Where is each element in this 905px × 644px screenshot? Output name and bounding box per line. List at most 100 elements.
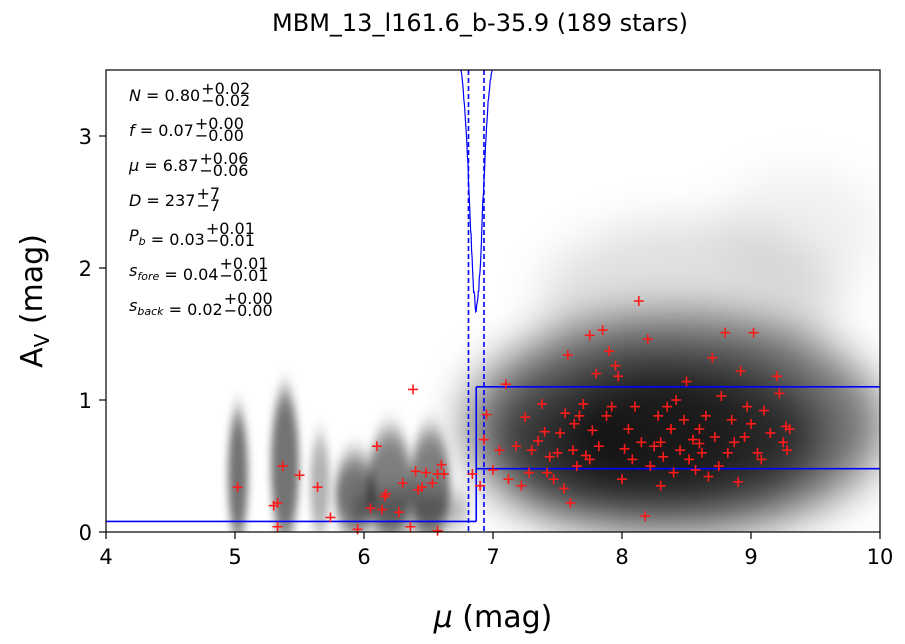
star-marker bbox=[653, 410, 664, 421]
star-marker bbox=[633, 296, 644, 306]
star-marker bbox=[645, 461, 656, 471]
param-6-plus: +0.00 bbox=[224, 289, 273, 308]
star-marker bbox=[410, 466, 421, 477]
star-marker bbox=[587, 425, 598, 436]
star-marker bbox=[537, 398, 548, 409]
star-marker bbox=[774, 388, 785, 399]
star-marker bbox=[511, 441, 522, 452]
background-density bbox=[465, 170, 880, 532]
star-marker bbox=[558, 483, 569, 494]
param-6-minus: −0.00 bbox=[224, 301, 273, 320]
x-tick-label: 6 bbox=[357, 545, 370, 569]
star-marker bbox=[606, 401, 617, 412]
star-marker bbox=[584, 330, 595, 341]
y-axis: 0 1 2 3 bbox=[79, 125, 106, 545]
star-marker bbox=[475, 480, 486, 491]
star-marker bbox=[503, 474, 514, 485]
x-axis: 4 5 6 7 8 9 10 bbox=[99, 532, 893, 569]
star-marker bbox=[560, 408, 571, 419]
chart-title: MBM_13_l161.6_b-35.9 (189 stars) bbox=[272, 9, 688, 37]
y-axis-label: AV (mag) bbox=[15, 234, 54, 368]
star-marker bbox=[617, 474, 627, 485]
star-marker bbox=[548, 474, 559, 485]
star-marker bbox=[678, 414, 689, 425]
y-tick-label: 2 bbox=[79, 257, 92, 281]
star-marker bbox=[352, 524, 363, 535]
star-marker bbox=[655, 437, 666, 448]
y-tick-label: 0 bbox=[79, 521, 92, 545]
star-marker bbox=[671, 395, 682, 405]
star-marker bbox=[569, 418, 580, 429]
star-marker bbox=[500, 379, 511, 390]
param-1: f = 0.07 bbox=[129, 121, 194, 140]
param-4-plus: +0.01 bbox=[206, 219, 255, 238]
star-marker bbox=[746, 418, 756, 429]
fit-parameters: N = 0.80 +0.02−0.02f = 0.07 +0.00−0.00μ = … bbox=[128, 79, 273, 320]
star-marker bbox=[524, 467, 535, 478]
star-marker bbox=[748, 327, 759, 338]
star-marker bbox=[720, 327, 731, 338]
star-marker bbox=[420, 467, 431, 478]
param-0-plus: +0.02 bbox=[201, 79, 250, 98]
star-marker bbox=[782, 445, 793, 456]
star-marker bbox=[584, 454, 595, 465]
star-marker bbox=[765, 428, 776, 438]
param-0-minus: −0.02 bbox=[201, 91, 250, 110]
star-marker bbox=[713, 461, 724, 471]
star-marker bbox=[752, 447, 763, 458]
star-marker bbox=[272, 497, 283, 508]
star-marker bbox=[707, 352, 718, 363]
star-marker bbox=[405, 521, 416, 532]
star-marker bbox=[312, 482, 323, 493]
y-axis-sub: V bbox=[30, 333, 54, 347]
star-marker bbox=[555, 428, 566, 438]
param-2-plus: +0.06 bbox=[199, 149, 248, 168]
x-axis-label: μ (mag) bbox=[433, 600, 553, 635]
star-marker bbox=[716, 391, 727, 402]
x-tick-label: 5 bbox=[228, 545, 241, 569]
x-tick-label: 9 bbox=[744, 545, 757, 569]
y-axis-main: A bbox=[15, 347, 50, 368]
star-marker bbox=[520, 412, 531, 423]
star-marker bbox=[591, 368, 602, 379]
star-marker bbox=[432, 525, 443, 536]
param-4-minus: −0.01 bbox=[206, 231, 255, 250]
x-tick-label: 7 bbox=[486, 545, 499, 569]
star-marker bbox=[666, 424, 677, 435]
star-marker bbox=[371, 441, 382, 452]
star-marker bbox=[578, 398, 589, 409]
star-marker bbox=[636, 437, 647, 448]
star-marker bbox=[601, 410, 612, 421]
star-marker bbox=[436, 459, 447, 470]
star-marker bbox=[613, 371, 624, 382]
star-marker bbox=[597, 325, 608, 336]
star-marker bbox=[539, 426, 550, 437]
star-marker bbox=[571, 461, 582, 471]
star-marker bbox=[700, 410, 711, 421]
star-marker bbox=[662, 401, 673, 412]
star-marker bbox=[380, 488, 391, 499]
param-3-plus: +7 bbox=[196, 184, 220, 203]
y-tick-label: 1 bbox=[79, 389, 92, 413]
param-1-minus: −0.00 bbox=[195, 126, 244, 145]
x-tick-label: 10 bbox=[867, 545, 894, 569]
star-marker bbox=[778, 437, 789, 448]
star-marker bbox=[629, 401, 640, 412]
star-marker bbox=[642, 334, 653, 345]
star-marker bbox=[690, 464, 701, 475]
param-3: D = 237 bbox=[129, 191, 195, 210]
param-5: sfore = 0.04 bbox=[129, 261, 218, 284]
star-marker bbox=[726, 414, 737, 425]
star-marker bbox=[780, 421, 791, 432]
star-marker bbox=[516, 480, 527, 491]
star-marker bbox=[610, 360, 621, 371]
star-marker bbox=[565, 497, 576, 508]
star-marker bbox=[494, 445, 505, 456]
star-marker bbox=[684, 454, 695, 465]
x-axis-symbol: μ bbox=[433, 600, 453, 635]
star-marker bbox=[623, 424, 634, 435]
star-marker bbox=[393, 507, 404, 518]
y-tick-label: 3 bbox=[79, 125, 92, 149]
star-marker bbox=[574, 410, 585, 421]
